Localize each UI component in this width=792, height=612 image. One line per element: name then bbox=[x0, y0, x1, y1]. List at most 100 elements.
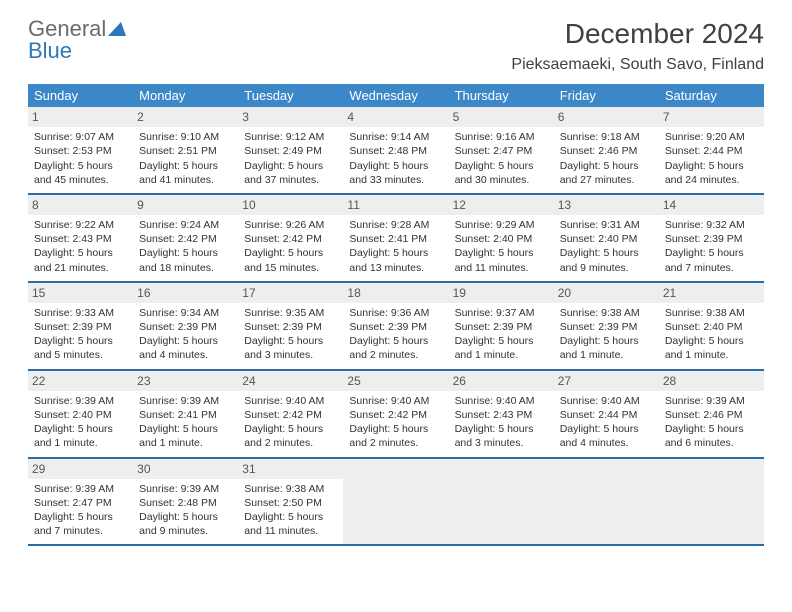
day-daylight2: and 7 minutes. bbox=[665, 261, 758, 275]
day-cell: 20 Sunrise: 9:38 AMSunset: 2:39 PMDayligh… bbox=[554, 282, 659, 370]
day-sunrise: Sunrise: 9:12 AM bbox=[244, 130, 337, 144]
day-daylight2: and 30 minutes. bbox=[455, 173, 548, 187]
day-number: 8 bbox=[28, 195, 133, 215]
day-number: 13 bbox=[554, 195, 659, 215]
day-cell: 6Sunrise: 9:18 AMSunset: 2:46 PMDaylight… bbox=[554, 107, 659, 194]
day-cell: 17Sunrise: 9:35 AMSunset: 2:39 PMDayligh… bbox=[238, 282, 343, 370]
day-sunset: Sunset: 2:48 PM bbox=[139, 496, 232, 510]
day-cell: 19Sunrise: 9:37 AMSunset: 2:39 PMDayligh… bbox=[449, 282, 554, 370]
day-cell: 28Sunrise: 9:39 AMSunset: 2:46 PMDayligh… bbox=[659, 370, 764, 458]
day-daylight2: and 27 minutes. bbox=[560, 173, 653, 187]
day-daylight1: Daylight: 5 hours bbox=[455, 422, 548, 436]
day-daylight2: and 11 minutes. bbox=[455, 261, 548, 275]
day-sunrise: Sunrise: 9:29 AM bbox=[455, 218, 548, 232]
day-sunset: Sunset: 2:39 PM bbox=[665, 232, 758, 246]
day-sunrise: Sunrise: 9:32 AM bbox=[665, 218, 758, 232]
location-subtitle: Pieksaemaeki, South Savo, Finland bbox=[511, 56, 764, 74]
day-number: 23 bbox=[133, 371, 238, 391]
day-cell: 1Sunrise: 9:07 AMSunset: 2:53 PMDaylight… bbox=[28, 107, 133, 194]
day-sunrise: Sunrise: 9:07 AM bbox=[34, 130, 127, 144]
day-cell bbox=[554, 458, 659, 546]
day-number: 22 bbox=[28, 371, 133, 391]
day-daylight1: Daylight: 5 hours bbox=[455, 159, 548, 173]
day-cell: 9Sunrise: 9:24 AMSunset: 2:42 PMDaylight… bbox=[133, 194, 238, 282]
day-daylight1: Daylight: 5 hours bbox=[244, 334, 337, 348]
day-sunrise: Sunrise: 9:16 AM bbox=[455, 130, 548, 144]
day-sunset: Sunset: 2:42 PM bbox=[349, 408, 442, 422]
day-daylight2: and 33 minutes. bbox=[349, 173, 442, 187]
day-daylight2: and 21 minutes. bbox=[34, 261, 127, 275]
day-sunset: Sunset: 2:51 PM bbox=[139, 144, 232, 158]
day-number: 16 bbox=[133, 283, 238, 303]
day-daylight1: Daylight: 5 hours bbox=[349, 246, 442, 260]
day-daylight1: Daylight: 5 hours bbox=[560, 246, 653, 260]
day-cell bbox=[343, 458, 448, 546]
day-cell: 5Sunrise: 9:16 AMSunset: 2:47 PMDaylight… bbox=[449, 107, 554, 194]
header: General Blue December 2024 Pieksaemaeki,… bbox=[28, 18, 764, 74]
day-sunset: Sunset: 2:47 PM bbox=[455, 144, 548, 158]
day-cell: 12Sunrise: 9:29 AMSunset: 2:40 PMDayligh… bbox=[449, 194, 554, 282]
day-sunset: Sunset: 2:46 PM bbox=[665, 408, 758, 422]
day-sunset: Sunset: 2:50 PM bbox=[244, 496, 337, 510]
logo-text: General Blue bbox=[28, 18, 126, 62]
day-daylight2: and 37 minutes. bbox=[244, 173, 337, 187]
day-cell bbox=[449, 458, 554, 546]
day-cell: 24Sunrise: 9:40 AMSunset: 2:42 PMDayligh… bbox=[238, 370, 343, 458]
day-daylight1: Daylight: 5 hours bbox=[560, 334, 653, 348]
day-sunset: Sunset: 2:39 PM bbox=[244, 320, 337, 334]
day-sunrise: Sunrise: 9:39 AM bbox=[665, 394, 758, 408]
day-daylight1: Daylight: 5 hours bbox=[139, 334, 232, 348]
day-sunrise: Sunrise: 9:38 AM bbox=[560, 306, 653, 320]
day-sunrise: Sunrise: 9:33 AM bbox=[34, 306, 127, 320]
week-row: 29Sunrise: 9:39 AMSunset: 2:47 PMDayligh… bbox=[28, 458, 764, 546]
day-sunset: Sunset: 2:40 PM bbox=[665, 320, 758, 334]
day-number: 20 bbox=[554, 283, 659, 303]
day-daylight1: Daylight: 5 hours bbox=[139, 246, 232, 260]
day-cell: 25Sunrise: 9:40 AMSunset: 2:42 PMDayligh… bbox=[343, 370, 448, 458]
day-number: 1 bbox=[28, 107, 133, 127]
day-number: 31 bbox=[238, 459, 343, 479]
day-sunset: Sunset: 2:39 PM bbox=[560, 320, 653, 334]
day-number: 2 bbox=[133, 107, 238, 127]
day-daylight2: and 15 minutes. bbox=[244, 261, 337, 275]
day-sunrise: Sunrise: 9:40 AM bbox=[455, 394, 548, 408]
day-daylight1: Daylight: 5 hours bbox=[34, 422, 127, 436]
day-daylight1: Daylight: 5 hours bbox=[665, 422, 758, 436]
day-number: 17 bbox=[238, 283, 343, 303]
day-daylight2: and 45 minutes. bbox=[34, 173, 127, 187]
day-daylight1: Daylight: 5 hours bbox=[244, 159, 337, 173]
day-sunrise: Sunrise: 9:39 AM bbox=[34, 394, 127, 408]
dow-header: Wednesday bbox=[343, 84, 448, 107]
day-daylight2: and 4 minutes. bbox=[139, 348, 232, 362]
day-sunrise: Sunrise: 9:14 AM bbox=[349, 130, 442, 144]
day-daylight2: and 7 minutes. bbox=[34, 524, 127, 538]
day-number: 11 bbox=[343, 195, 448, 215]
day-cell: 16Sunrise: 9:34 AMSunset: 2:39 PMDayligh… bbox=[133, 282, 238, 370]
day-sunrise: Sunrise: 9:37 AM bbox=[455, 306, 548, 320]
day-number: 24 bbox=[238, 371, 343, 391]
day-daylight2: and 13 minutes. bbox=[349, 261, 442, 275]
day-number: 21 bbox=[659, 283, 764, 303]
day-daylight1: Daylight: 5 hours bbox=[349, 422, 442, 436]
day-number: 14 bbox=[659, 195, 764, 215]
day-daylight2: and 9 minutes. bbox=[139, 524, 232, 538]
day-daylight1: Daylight: 5 hours bbox=[455, 246, 548, 260]
day-sunrise: Sunrise: 9:40 AM bbox=[560, 394, 653, 408]
day-daylight2: and 3 minutes. bbox=[455, 436, 548, 450]
dow-header: Monday bbox=[133, 84, 238, 107]
day-daylight2: and 3 minutes. bbox=[244, 348, 337, 362]
title-block: December 2024 Pieksaemaeki, South Savo, … bbox=[511, 18, 764, 74]
dow-header: Thursday bbox=[449, 84, 554, 107]
day-sunset: Sunset: 2:49 PM bbox=[244, 144, 337, 158]
day-number: 25 bbox=[343, 371, 448, 391]
day-cell: 21Sunrise: 9:38 AMSunset: 2:40 PMDayligh… bbox=[659, 282, 764, 370]
day-cell: 4Sunrise: 9:14 AMSunset: 2:48 PMDaylight… bbox=[343, 107, 448, 194]
day-sunset: Sunset: 2:40 PM bbox=[455, 232, 548, 246]
dow-header: Friday bbox=[554, 84, 659, 107]
day-cell: 29Sunrise: 9:39 AMSunset: 2:47 PMDayligh… bbox=[28, 458, 133, 546]
day-daylight2: and 1 minute. bbox=[560, 348, 653, 362]
logo-part2: Blue bbox=[28, 38, 72, 63]
day-daylight2: and 6 minutes. bbox=[665, 436, 758, 450]
day-sunset: Sunset: 2:42 PM bbox=[244, 408, 337, 422]
day-daylight1: Daylight: 5 hours bbox=[244, 246, 337, 260]
